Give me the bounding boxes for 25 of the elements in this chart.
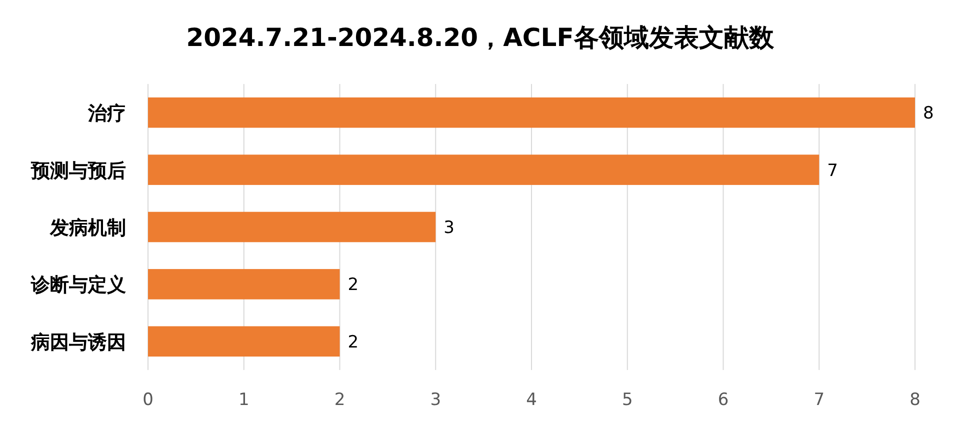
bar <box>148 212 436 242</box>
data-label: 7 <box>827 160 838 181</box>
y-tick-label: 治疗 <box>87 102 126 125</box>
y-tick-label: 病因与诱因 <box>30 331 126 354</box>
data-label: 3 <box>444 218 454 238</box>
bar <box>148 97 915 128</box>
x-tick-label: 8 <box>910 390 920 410</box>
x-tick-label: 7 <box>814 390 825 410</box>
bar <box>148 326 340 357</box>
bar <box>148 154 820 185</box>
y-tick-label: 预测与预后 <box>30 160 126 182</box>
x-tick-label: 4 <box>526 390 537 410</box>
x-tick-label: 5 <box>622 390 633 410</box>
data-label: 2 <box>348 275 359 296</box>
x-tick-label: 6 <box>718 390 729 410</box>
data-label: 2 <box>348 332 359 352</box>
x-tick-label: 2 <box>334 390 346 410</box>
data-label: 8 <box>923 104 934 124</box>
chart-title: 2024.7.21-2024.8.20，ACLF各领域发表文献数 <box>186 23 775 52</box>
x-tick-label: 3 <box>430 390 442 410</box>
x-tick-label: 1 <box>238 390 250 410</box>
bar <box>148 269 340 300</box>
y-tick-label: 发病机制 <box>49 217 126 239</box>
x-tick-label: 0 <box>142 390 154 410</box>
y-tick-label: 诊断与定义 <box>30 274 126 296</box>
